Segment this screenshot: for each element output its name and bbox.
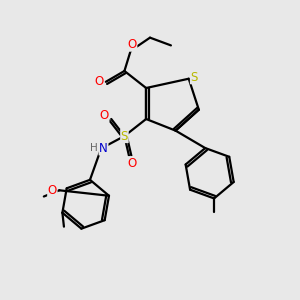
Text: O: O bbox=[94, 74, 104, 88]
Text: O: O bbox=[48, 184, 57, 197]
Text: H: H bbox=[90, 143, 97, 154]
Text: O: O bbox=[128, 38, 137, 51]
Text: O: O bbox=[128, 157, 137, 170]
Text: N: N bbox=[99, 142, 108, 155]
Text: S: S bbox=[121, 130, 128, 142]
Text: O: O bbox=[100, 109, 109, 122]
Text: S: S bbox=[190, 71, 198, 84]
